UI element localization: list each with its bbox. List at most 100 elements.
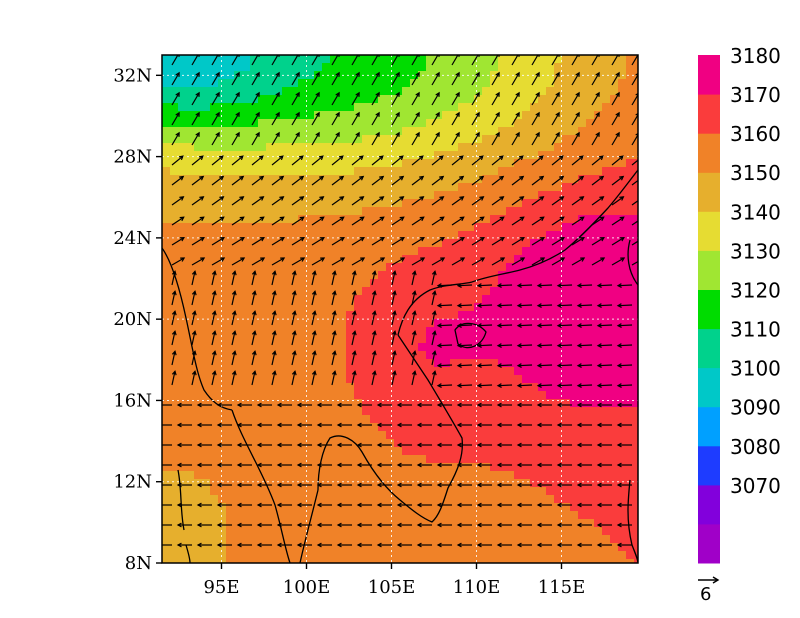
field-cell [402,359,411,368]
field-cell [234,375,243,384]
field-cell [490,383,499,392]
field-cell [450,191,459,200]
field-cell [626,167,635,176]
field-cell [322,543,331,552]
field-cell [474,391,483,400]
field-cell [394,391,403,400]
wind-vector-head [596,402,602,408]
field-cell [234,183,243,192]
field-cell [586,543,595,552]
field-cell [250,111,259,120]
wind-vector [391,351,396,366]
field-cell [186,231,195,240]
field-cell [426,183,435,192]
field-cell [386,143,395,152]
field-cell [634,223,638,232]
field-cell [426,79,435,88]
wind-vector-head [456,343,462,348]
field-cell [298,95,307,104]
field-cell [394,471,403,480]
field-cell [242,199,251,208]
field-cell [490,223,499,232]
field-cell [578,319,587,328]
field-cell [490,263,499,272]
field-cell [490,511,499,520]
field-cell [474,191,483,200]
field-cell [170,551,179,560]
wind-vector-head [639,197,643,201]
field-cell [586,247,595,256]
field-cell [306,327,315,336]
field-cell [610,439,619,448]
wind-vector-head [556,482,562,488]
field-cell [634,495,638,504]
field-cell [418,327,427,336]
field-cell [338,407,347,416]
field-cell [626,111,635,120]
field-cell [250,55,259,64]
field-cell [426,247,435,256]
wind-vector-head [619,216,625,222]
field-cell [378,263,387,272]
wind-vector [311,92,320,106]
field-cell [530,263,539,272]
field-cell [226,135,235,144]
field-cell [274,367,283,376]
wind-vector [231,331,236,346]
wind-vector-head [539,196,545,201]
field-cell [354,383,363,392]
field-cell [242,175,251,184]
field-cell [370,551,379,560]
field-cell [634,527,638,536]
field-cell [610,87,619,96]
field-cell [346,135,355,144]
wind-vector [617,284,633,287]
field-cell [378,159,387,168]
field-cell [346,439,355,448]
field-cell [354,503,363,512]
field-cell [362,263,371,272]
field-cell [298,287,307,296]
field-cell [282,167,291,176]
field-cell [450,295,459,304]
field-cell [170,511,179,520]
wind-vector-head [356,422,362,428]
wind-vector [271,311,276,326]
field-cell [506,215,515,224]
field-cell [322,71,331,80]
field-cell [474,519,483,528]
field-cell [250,471,259,480]
field-cell [386,87,395,96]
field-cell [410,447,419,456]
field-cell [626,343,635,352]
field-cell [450,423,459,432]
wind-vector-head [431,290,437,296]
field-cell [554,79,563,88]
field-cell [290,111,299,120]
field-cell [610,255,619,264]
wind-vector-head [596,442,602,448]
wind-vector [491,196,504,206]
field-cell [186,311,195,320]
field-cell [634,359,638,368]
field-cell [410,487,419,496]
field-cell [562,151,571,160]
field-cell [554,183,563,192]
field-cell [202,295,211,304]
field-cell [370,319,379,328]
field-cell [234,55,243,64]
field-cell [218,295,227,304]
field-cell [498,383,507,392]
field-cell [242,399,251,408]
field-cell [554,383,563,392]
wind-vector-head [255,71,260,77]
field-cell [530,167,539,176]
field-cell [386,543,395,552]
field-cell [202,175,211,184]
field-cell [354,551,363,560]
field-cell [162,335,171,344]
wind-vector [191,112,200,126]
wind-vector-head [415,131,420,137]
field-cell [482,543,491,552]
field-cell [554,271,563,280]
